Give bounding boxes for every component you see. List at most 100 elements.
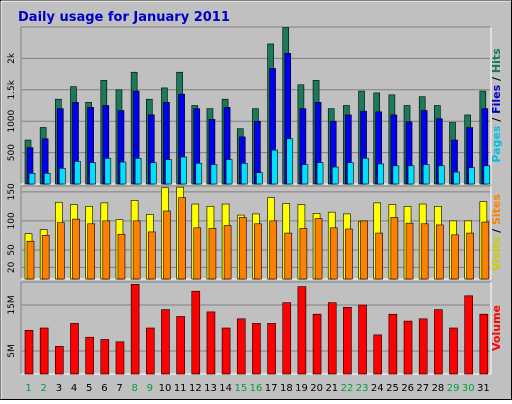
x-tick-label-day: 11 (174, 383, 187, 394)
bar-hits-pages (180, 156, 187, 185)
bar-volume-volume (191, 290, 201, 375)
bar-hits-pages (165, 159, 172, 185)
bar-hits-pages (422, 164, 430, 185)
bar-hits-pages (377, 163, 385, 185)
x-tick-label-day: 10 (159, 383, 172, 394)
x-tick-label-day: 3 (56, 383, 62, 394)
bar-visits-sites (117, 233, 126, 280)
x-tick-label-day: 4 (71, 383, 77, 394)
y-tick-label-hits: 2k (7, 52, 17, 64)
x-tick-label-day: 5 (86, 383, 92, 394)
x-tick-label-day: 18 (280, 383, 293, 394)
bar-volume-volume (282, 302, 292, 375)
bar-visits-sites (178, 197, 186, 280)
x-tick-label-day: 8 (132, 383, 138, 394)
bar-hits-pages (316, 162, 324, 185)
bar-hits-pages (89, 162, 96, 185)
legend-hits-part: Pages (490, 125, 503, 163)
x-tick-label-day: 14 (219, 383, 232, 394)
bar-volume-volume (236, 318, 246, 375)
x-tick-label-day: 17 (265, 383, 278, 394)
bar-volume-volume (130, 283, 140, 375)
x-tick-label-day: 30 (462, 383, 475, 394)
bar-hits-pages (240, 162, 248, 185)
bar-hits-pages (59, 168, 66, 185)
bar-hits-pages (301, 164, 309, 185)
bar-visits-sites (284, 232, 293, 280)
legend-visits-part: Visits (490, 236, 503, 271)
legend-hits-part: Hits (490, 48, 503, 73)
x-tick-label-day: 7 (116, 383, 122, 394)
bar-volume-volume (221, 327, 231, 375)
bar-volume-volume (252, 323, 261, 375)
bar-volume-volume (100, 339, 110, 375)
bar-hits-pages (149, 162, 157, 185)
bar-hits-pages (453, 171, 460, 185)
bar-volume-volume (388, 313, 398, 375)
x-tick-label-day: 25 (386, 383, 399, 394)
x-tick-label-day: 12 (189, 383, 202, 394)
bar-hits-pages (104, 157, 112, 185)
bar-hits-pages (134, 157, 142, 185)
x-tick-label-day: 27 (416, 383, 429, 394)
bar-volume-volume (176, 316, 185, 375)
bar-hits-pages (407, 165, 415, 185)
y-tick-label-volume: 5M (7, 344, 17, 358)
bar-volume-volume (449, 327, 458, 375)
bar-hits-pages (392, 165, 400, 185)
legend-hits-part: Files (490, 84, 503, 114)
bar-visits-sites (360, 220, 368, 280)
x-tick-label-day: 26 (401, 383, 414, 394)
bar-volume-volume (358, 304, 367, 375)
bar-hits-pages (225, 159, 233, 185)
bar-volume-volume (373, 334, 383, 375)
x-tick-label-day: 29 (447, 383, 460, 394)
bar-volume-volume (85, 336, 94, 375)
bar-hits-pages (195, 162, 203, 185)
bar-volume-volume (70, 323, 79, 375)
bar-visits-sites (57, 222, 65, 280)
y-tick-label-visits: 150 (7, 183, 17, 200)
y-tick-label-hits: 1000 (7, 109, 17, 132)
bar-visits-sites (375, 232, 384, 280)
bar-volume-volume (327, 302, 337, 375)
y-tick-label-hits: 500 (7, 144, 17, 161)
bar-volume-volume (403, 320, 413, 375)
legend-volume: Volume (490, 305, 503, 351)
bar-volume-volume (115, 341, 125, 375)
bar-volume-volume (55, 346, 64, 375)
x-tick-label-day: 28 (432, 383, 445, 394)
bar-visits-sites (208, 228, 217, 280)
y-tick-label-visits: 20 (7, 261, 17, 273)
bar-hits-pages (271, 149, 278, 185)
y-tick-label-hits: 1.5k (7, 79, 17, 99)
legend-visits-part: Sites (490, 194, 503, 225)
bar-volume-volume (161, 309, 170, 375)
bar-volume-volume (464, 295, 473, 375)
bar-visits-sites (41, 235, 50, 280)
legend-hits-part: / (490, 114, 503, 126)
legend-visits-part: / (490, 225, 503, 237)
bar-visits-sites (345, 228, 353, 280)
y-tick-label-visits: 50 (7, 244, 17, 256)
bar-visits-sites (163, 210, 171, 280)
x-tick-label-day: 9 (147, 383, 153, 394)
bar-hits-pages (468, 167, 475, 185)
bar-hits-pages (256, 172, 263, 185)
bar-hits-pages (119, 161, 127, 185)
bar-visits-sites (87, 223, 95, 280)
legend-hits-part: / (490, 73, 503, 85)
x-tick-label-day: 6 (101, 383, 107, 394)
bar-visits-sites (436, 224, 444, 280)
x-tick-label-day: 2 (41, 383, 47, 394)
x-tick-label-day: 31 (477, 383, 490, 394)
bar-volume-volume (297, 286, 307, 375)
y-tick-label-volume: 15M (7, 295, 17, 314)
bar-volume-volume (343, 306, 352, 375)
legend-volume-part: Volume (490, 305, 503, 351)
x-tick-label-day: 1 (25, 383, 31, 394)
x-tick-label-day: 13 (204, 383, 217, 394)
bar-volume-volume (418, 318, 428, 375)
x-tick-label-day: 22 (341, 383, 354, 394)
bar-visits-sites (299, 228, 308, 280)
